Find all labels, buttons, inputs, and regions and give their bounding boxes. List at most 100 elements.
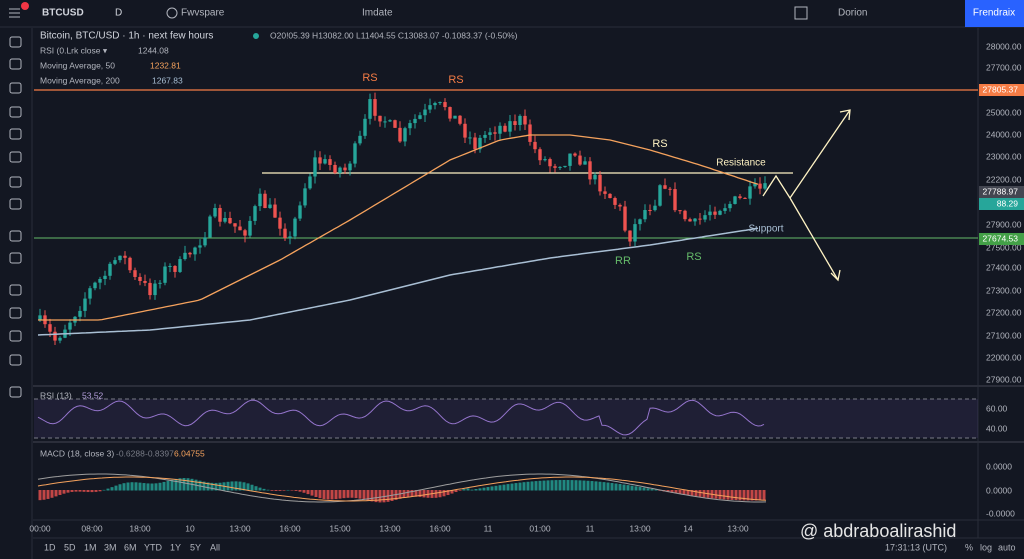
histogram-bar [454,490,458,493]
range-button[interactable]: YTD [144,542,163,552]
tool-icon[interactable] [9,151,22,163]
candle [268,204,272,208]
histogram-bar [514,483,518,491]
range-button[interactable]: 1Y [170,542,181,552]
histogram-bar [498,485,502,491]
histogram-bar [242,482,246,491]
range-button[interactable]: 5Y [190,542,201,552]
candle [118,255,122,261]
tool-icon[interactable] [9,58,22,70]
candle [323,159,327,164]
histogram-bar [258,487,262,491]
histogram-bar [630,485,634,491]
histogram-bar [410,490,414,497]
checkbox[interactable] [794,6,808,20]
histogram-bar [542,480,546,491]
tool-icon[interactable] [9,386,22,398]
histogram-bar [302,490,306,493]
histogram-bar [98,490,102,492]
action-button[interactable] [965,0,1024,27]
candle [458,115,462,124]
candle [188,252,192,255]
price-tag-label: 27674.53 [983,233,1019,243]
histogram-bar [354,490,358,499]
range-button[interactable]: 1M [84,542,97,552]
interval[interactable]: D [115,8,122,19]
candle [378,115,382,122]
tool-icon[interactable] [9,128,22,140]
tool-icon[interactable] [9,354,22,366]
histogram-bar [50,490,54,498]
candle [68,322,72,330]
time-axis-label: 13:00 [629,523,651,533]
tool-icon[interactable] [9,36,22,48]
histogram-bar [110,487,114,491]
symbol[interactable]: BTCUSD [42,8,84,19]
candle [173,265,177,272]
tool-icon[interactable] [9,198,22,210]
histogram-bar [346,490,350,498]
histogram-bar [674,490,678,494]
histogram-bar [54,490,58,497]
histogram-bar [214,482,218,491]
histogram-bar [486,487,490,491]
histogram-bar [638,486,642,491]
histogram-bar [246,483,250,491]
candle [738,196,742,198]
tool-icon[interactable] [9,230,22,242]
tool-icon[interactable] [9,330,22,342]
account[interactable]: Dorion [838,8,867,19]
tool-icon[interactable] [9,82,22,94]
histogram-bar [614,483,618,491]
action-label[interactable]: Frendraix [973,8,1015,19]
scale-option[interactable]: log [980,542,992,552]
candle [548,159,552,167]
candle [263,193,267,208]
tool-icon[interactable] [9,176,22,188]
range-button[interactable]: 6M [124,542,137,552]
scale-option[interactable]: auto [998,542,1016,552]
macd-value: -0.8397 [145,448,174,458]
histogram-bar [338,490,342,499]
candle [463,123,467,138]
tool-icon[interactable] [9,284,22,296]
macd-value: -0.6288 [116,448,145,458]
tool-icon[interactable] [9,307,22,319]
annotation: RR [615,255,631,267]
histogram-bar [278,490,282,491]
histogram-bar [406,490,410,498]
time-axis-label: 13:00 [727,523,749,533]
menu-icon[interactable] [9,2,29,18]
histogram-bar [718,490,722,500]
histogram-bar [70,490,74,492]
price-axis-label: 27100.00 [986,330,1022,340]
candle [243,230,247,236]
candle [438,102,442,104]
histogram-bar [722,490,726,500]
status-dot [253,33,259,39]
toolbar-button[interactable]: Fwvspare [181,8,225,19]
histogram-bar [622,484,626,491]
price-axis-label: 25000.00 [986,107,1022,117]
add-icon[interactable] [166,7,178,19]
candle [368,99,372,119]
tool-icon[interactable] [9,252,22,264]
range-button[interactable]: All [210,542,220,552]
histogram-bar [714,490,718,499]
projection-arrows [762,109,851,282]
histogram-bar [90,490,94,493]
range-button[interactable]: 5D [64,542,76,552]
candle [443,102,447,108]
range-button[interactable]: 3M [104,542,117,552]
toolbar-button[interactable]: Imdate [362,8,393,19]
time-axis-label: 18:00 [129,523,151,533]
range-button[interactable]: 1D [44,542,56,552]
histogram-bar [38,490,42,501]
drawing-tools[interactable] [9,36,22,398]
tool-icon[interactable] [9,106,22,118]
candle [293,218,297,237]
histogram-bar [318,490,322,499]
candle [58,337,62,341]
scale-option[interactable]: % [965,542,973,552]
